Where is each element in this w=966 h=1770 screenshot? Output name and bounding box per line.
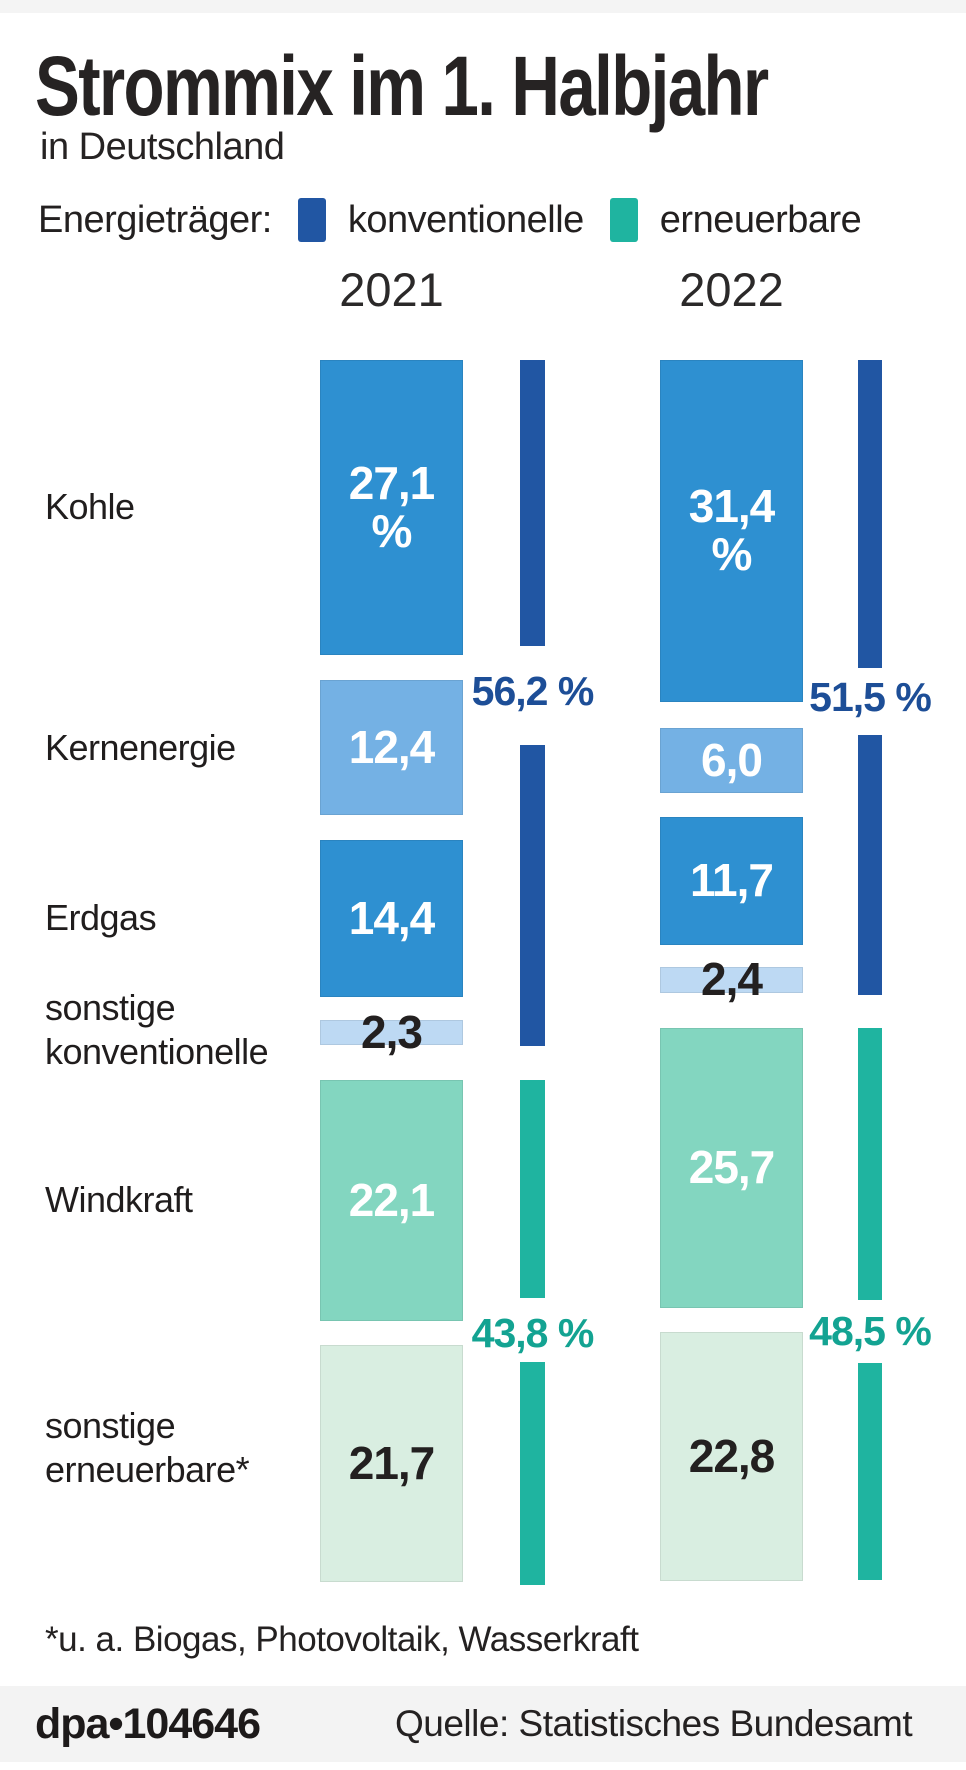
category-label-erdgas: Erdgas xyxy=(45,897,157,938)
legend-item-label: konventionelle xyxy=(347,198,584,241)
total-label-2021-erneuerbare: 43,8 % xyxy=(471,1310,595,1356)
bar-value-2021-windkraft: 22,1 xyxy=(348,1173,436,1226)
total-bar-2021-erneuerbare-2 xyxy=(520,1362,545,1585)
category-label-windkraft: Windkraft xyxy=(45,1179,193,1220)
legend-item-konventionelle: konventionelle xyxy=(297,198,584,242)
category-label-kernenergie: Kernenergie xyxy=(45,727,236,768)
legend-item-erneuerbare: erneuerbare xyxy=(609,198,862,242)
year-header-2022: 2022 xyxy=(679,263,784,316)
page-title: Strommix im 1. Halbjahr xyxy=(35,39,769,133)
total-bar-2022-erneuerbare-1 xyxy=(858,1028,882,1300)
bar-value-2022-kernenergie: 6,0 xyxy=(701,733,763,786)
footer-bar: dpa•104646 Quelle: Statistisches Bundesa… xyxy=(0,1686,966,1762)
page-subtitle: in Deutschland xyxy=(40,126,285,168)
bar-value-2021-sonstige-erneuerbare: 21,7 xyxy=(348,1436,436,1489)
category-label-sonstige-erneuerbare: sonstige erneuerbare* xyxy=(45,1405,250,1490)
year-header-2021: 2021 xyxy=(339,263,444,316)
category-label-kohle: Kohle xyxy=(45,486,135,527)
erneuerbare-swatch-icon xyxy=(609,198,638,242)
dpa-logo: dpa xyxy=(35,1699,109,1748)
bar-value-2022-erdgas: 11,7 xyxy=(690,854,774,907)
bar-2021-windkraft: 22,1 xyxy=(320,1080,463,1321)
total-label-2022-erneuerbare: 48,5 % xyxy=(809,1308,932,1354)
konventionelle-swatch-icon xyxy=(297,198,326,242)
bullet-icon: • xyxy=(108,1699,123,1748)
bar-2021-erdgas: 14,4 xyxy=(320,840,463,997)
category-label-sonstige-konventionelle: sonstige konventionelle xyxy=(45,987,269,1072)
bar-2022-sonstige-konventionelle: 2,4 xyxy=(660,955,803,1003)
source-label: Quelle: Statistisches Bundesamt xyxy=(395,1703,913,1744)
bar-2022-erdgas: 11,7 xyxy=(660,817,803,945)
bar-2021-sonstige-erneuerbare: 21,7 xyxy=(320,1345,463,1582)
total-bar-2021-konventionelle-1 xyxy=(520,360,545,646)
bar-value-2021-erdgas: 14,4 xyxy=(348,891,436,944)
total-bar-2022-konventionelle-1 xyxy=(858,360,882,668)
legend-item-label: erneuerbare xyxy=(659,198,862,241)
bar-value-2022-windkraft: 25,7 xyxy=(688,1141,776,1194)
total-bar-2022-konventionelle-2 xyxy=(858,735,882,995)
total-label-2022-konventionelle: 51,5 % xyxy=(809,674,932,720)
total-bar-2022-erneuerbare-2 xyxy=(858,1363,882,1580)
bar-2022-kohle: 31,4% xyxy=(660,360,803,702)
bar-value-2021-sonstige-konventionelle: 2,3 xyxy=(361,1005,423,1058)
bar-value-2021-kernenergie: 12,4 xyxy=(348,720,436,773)
dpa-credit: dpa•104646 xyxy=(35,1699,261,1749)
legend: Energieträger: konventionelle erneuerbar… xyxy=(38,198,862,242)
bar-value-2022-kohle: 31,4% xyxy=(688,480,776,580)
bar-2021-kohle: 27,1% xyxy=(320,360,463,655)
bar-2022-sonstige-erneuerbare: 22,8 xyxy=(660,1332,803,1581)
total-bar-2021-konventionelle-2 xyxy=(520,745,545,1046)
footnote: *u. a. Biogas, Photovoltaik, Wasserkraft xyxy=(45,1620,639,1659)
legend-label: Energieträger: xyxy=(38,198,272,241)
bar-value-2021-kohle: 27,1% xyxy=(348,456,436,557)
bar-2022-kernenergie: 6,0 xyxy=(660,728,803,793)
bar-2021-sonstige-konventionelle: 2,3 xyxy=(320,1008,463,1055)
bar-2021-kernenergie: 12,4 xyxy=(320,680,463,815)
bar-value-2022-sonstige-konventionelle: 2,4 xyxy=(701,953,763,1006)
bar-value-2022-sonstige-erneuerbare: 22,8 xyxy=(688,1429,776,1482)
graphic-id: 104646 xyxy=(122,1699,261,1748)
total-bar-2021-erneuerbare-1 xyxy=(520,1080,545,1298)
bar-2022-windkraft: 25,7 xyxy=(660,1028,803,1308)
top-strip xyxy=(0,0,966,13)
total-label-2021-konventionelle: 56,2 % xyxy=(471,668,595,714)
